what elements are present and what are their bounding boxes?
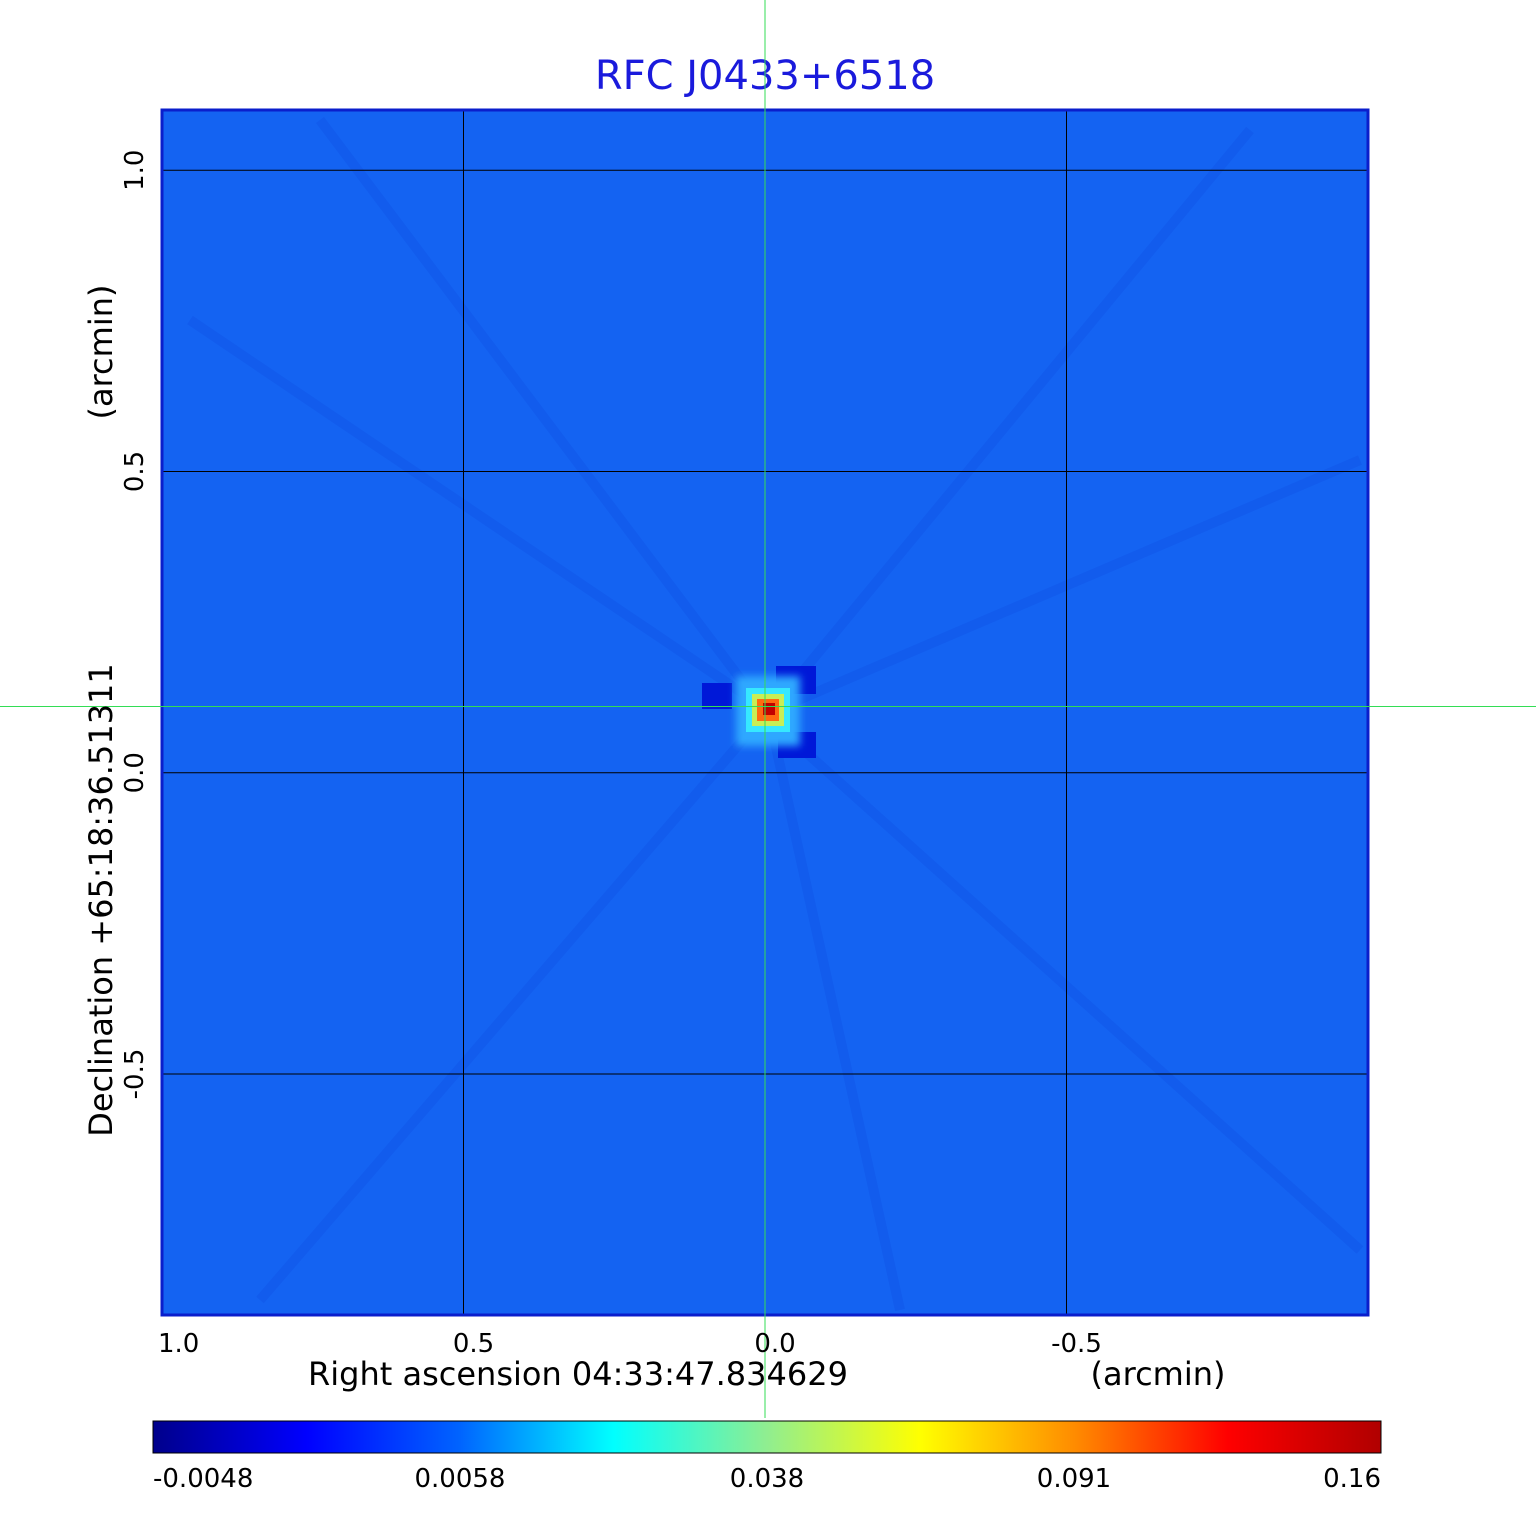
x-tick-label: 1.0 <box>158 1329 199 1359</box>
y-tick-label: 0.5 <box>120 451 150 492</box>
colorbar-tick-labels: -0.0048 0.0058 0.038 0.091 0.16 <box>153 1464 1381 1494</box>
colorbar <box>152 1420 1382 1454</box>
y-tick-label: -0.5 <box>120 1049 150 1100</box>
y-tick-labels: 1.0 0.5 0.0 -0.5 <box>120 150 150 1100</box>
colorbar-tick-label: 0.0058 <box>415 1464 506 1494</box>
radio-source <box>702 666 816 758</box>
x-tick-labels: 1.0 0.5 0.0 -0.5 <box>158 1329 1102 1359</box>
x-axis-unit: (arcmin) <box>1091 1355 1226 1393</box>
colorbar-tick-label: 0.038 <box>730 1464 804 1494</box>
y-tick-label: 0.0 <box>120 752 150 793</box>
y-tick-label: 1.0 <box>120 150 150 191</box>
sidelobe-pattern <box>187 116 1364 1312</box>
y-axis-unit: (arcmin) <box>82 285 120 420</box>
x-tick-label: 0.5 <box>453 1329 494 1359</box>
x-axis-label: Right ascension 04:33:47.834629 <box>308 1355 848 1393</box>
negative-lobe <box>702 683 732 709</box>
x-tick-label: 0.0 <box>754 1329 795 1359</box>
x-tick-label: -0.5 <box>1051 1329 1102 1359</box>
colorbar-tick-label: -0.0048 <box>153 1464 253 1494</box>
colorbar-tick-label: 0.091 <box>1037 1464 1111 1494</box>
y-axis-label: Declination +65:18:36.51311 <box>82 663 120 1137</box>
colorbar-tick-label: 0.16 <box>1323 1464 1381 1494</box>
crosshair <box>0 0 1536 1418</box>
